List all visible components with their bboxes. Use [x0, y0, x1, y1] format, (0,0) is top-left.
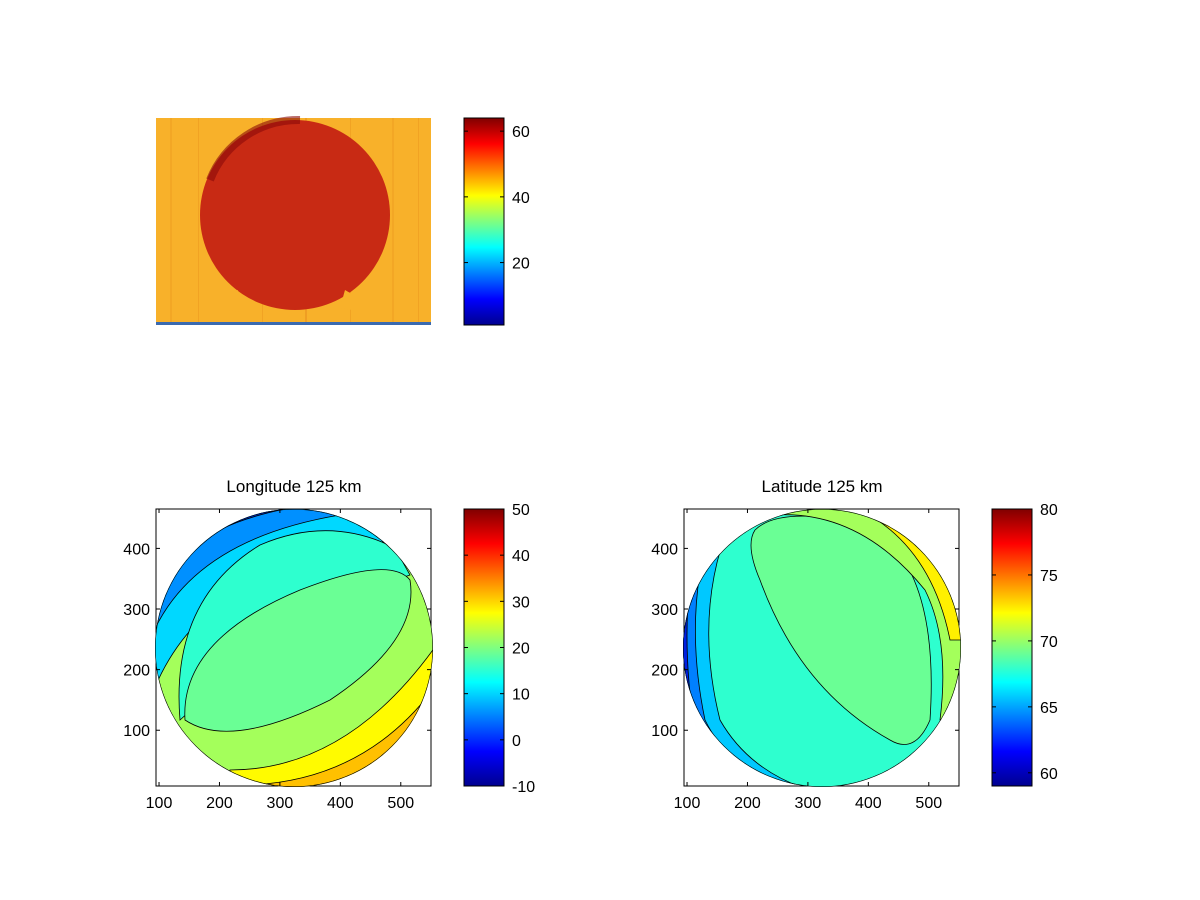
image-disc-notch-right: [340, 290, 362, 310]
longitude-colorbar: [463, 508, 505, 787]
latitude-x-tick-label: 200: [734, 795, 761, 812]
image-disc: [200, 120, 390, 310]
longitude-colorbar-tick-label: 0: [512, 733, 521, 750]
latitude-x-ticks: 100 200 300 400 500: [674, 509, 942, 812]
latitude-y-ticks: 100 200 300 400: [651, 541, 959, 740]
latitude-colorbar-tick-label: 65: [1040, 700, 1058, 717]
image-colorbar-tick-label: 20: [512, 256, 530, 273]
longitude-colorbar-tick-label: 10: [512, 687, 530, 704]
latitude-x-tick-label: 300: [795, 795, 822, 812]
latitude-y-tick-label: 400: [651, 541, 678, 558]
image-colorbar-ticks: 20 40 60: [464, 124, 530, 273]
latitude-colorbar: [991, 508, 1033, 787]
latitude-x-tick-label: 400: [855, 795, 882, 812]
latitude-colorbar-tick-label: 60: [1040, 766, 1058, 783]
longitude-x-tick-label: 400: [327, 795, 354, 812]
latitude-x-tick-label: 100: [674, 795, 701, 812]
latitude-x-tick-label: 500: [915, 795, 942, 812]
image-colorbar: [463, 117, 505, 326]
longitude-x-tick-label: 100: [146, 795, 173, 812]
longitude-colorbar-tick-label: 40: [512, 548, 530, 565]
latitude-panel: Latitude 125 km 100 200 300 400 500 100 200 30…: [651, 477, 1058, 812]
longitude-colorbar-tick-label: 30: [512, 594, 530, 611]
longitude-y-tick-label: 100: [123, 723, 150, 740]
longitude-y-tick-label: 400: [123, 541, 150, 558]
image-disc-notch-left: [218, 290, 240, 312]
longitude-x-ticks: 100 200 300 400 500: [146, 509, 414, 812]
image-disc-rim: [206, 115, 301, 182]
image-colorbar-tick-label: 60: [512, 124, 530, 141]
longitude-x-tick-label: 300: [267, 795, 294, 812]
longitude-y-ticks: 100 200 300 400: [123, 541, 431, 740]
longitude-colorbar-ticks: -10 0 10 20 30 40 50: [464, 502, 535, 796]
image-bottom-line: [156, 322, 431, 325]
longitude-x-tick-label: 200: [206, 795, 233, 812]
longitude-x-tick-label: 500: [387, 795, 414, 812]
longitude-colorbar-tick-label: 50: [512, 502, 530, 519]
longitude-y-tick-label: 200: [123, 663, 150, 680]
latitude-colorbar-tick-label: 80: [1040, 502, 1058, 519]
latitude-colorbar-tick-label: 75: [1040, 568, 1058, 585]
latitude-y-tick-label: 300: [651, 602, 678, 619]
latitude-y-tick-label: 100: [651, 723, 678, 740]
longitude-title: Longitude 125 km: [226, 477, 361, 496]
longitude-y-tick-label: 300: [123, 602, 150, 619]
latitude-colorbar-tick-label: 70: [1040, 634, 1058, 651]
longitude-panel: Longitude 125 km 100 200 300 400 500 1002003…: [123, 477, 535, 812]
latitude-colorbar-ticks: 60 65 70 75 80: [992, 502, 1058, 783]
image-colorbar-tick-label: 40: [512, 190, 530, 207]
longitude-colorbar-tick-label: 20: [512, 641, 530, 658]
lon-band-20: [184, 569, 412, 732]
longitude-colorbar-tick-label: -10: [512, 779, 535, 796]
image-panel: 20 40 60: [156, 115, 530, 326]
latitude-y-tick-label: 200: [651, 663, 678, 680]
latitude-title: Latitude 125 km: [762, 477, 883, 496]
